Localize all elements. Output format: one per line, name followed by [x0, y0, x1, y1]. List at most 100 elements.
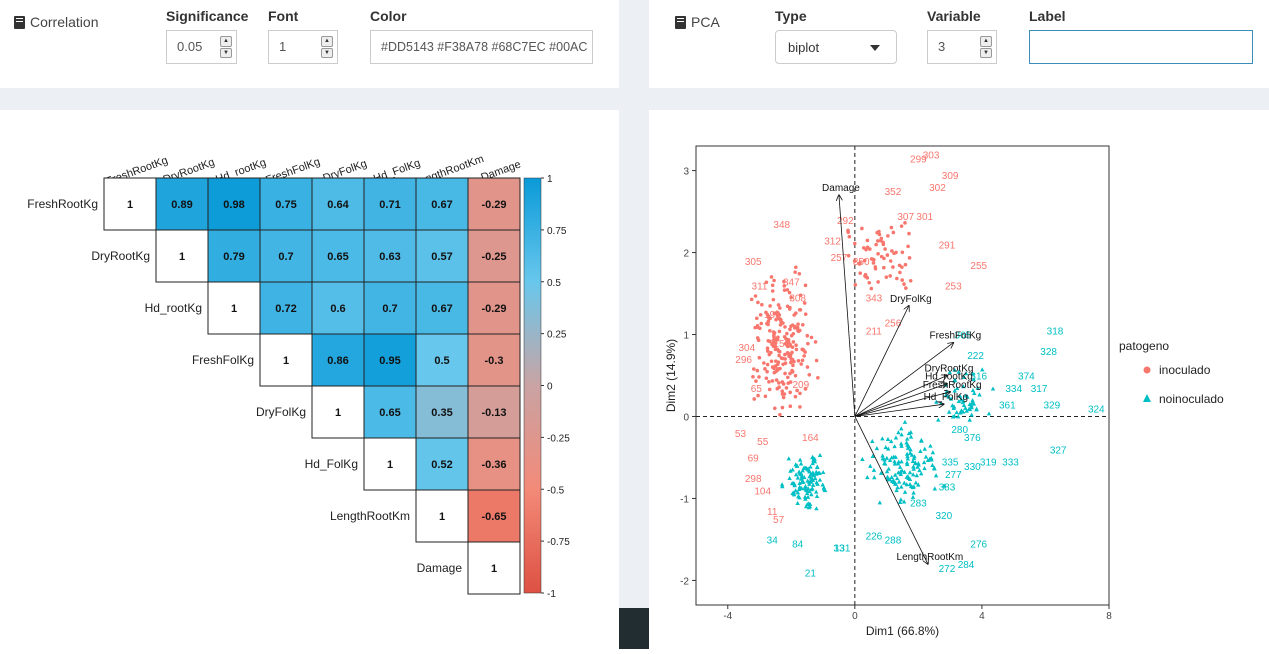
point-inoculado — [788, 390, 792, 395]
point-inoculado — [790, 323, 795, 327]
corr-cell — [467, 437, 521, 491]
point-inoculado — [900, 250, 905, 255]
color-input[interactable]: #DD5143 #F38A78 #68C7EC #00AC — [370, 30, 593, 64]
point-inoculado — [788, 327, 792, 332]
point-noinoculado — [860, 456, 865, 461]
corr-value: 1 — [231, 303, 237, 315]
point-inoculado — [847, 234, 852, 239]
point-inoculado — [788, 342, 792, 347]
point-noinoculado — [814, 469, 819, 474]
spin-up-icon[interactable]: ▲ — [220, 36, 232, 47]
point-inoculado — [802, 354, 806, 358]
point-label: 350 — [853, 257, 870, 268]
point-label: 69 — [748, 454, 760, 465]
variable-spinner[interactable]: ▲ ▼ — [980, 36, 992, 58]
variable-input[interactable]: 3 ▲ ▼ — [927, 30, 997, 64]
corr-cell — [155, 229, 209, 283]
point-noinoculado — [971, 377, 976, 382]
corr-cell — [311, 229, 365, 283]
corr-value: 0.64 — [327, 199, 349, 211]
legend-title: patogeno — [1119, 339, 1169, 353]
type-select[interactable]: biplot — [775, 30, 897, 64]
point-inoculado — [891, 230, 896, 235]
point-inoculado — [770, 289, 775, 293]
point-noinoculado — [946, 394, 951, 399]
point-noinoculado — [893, 435, 899, 440]
point-noinoculado — [963, 405, 968, 410]
corr-value: 0.35 — [431, 407, 452, 419]
point-inoculado — [755, 336, 760, 340]
label-input[interactable] — [1029, 30, 1253, 64]
font-input[interactable]: 1 ▲ ▼ — [268, 30, 338, 64]
corr-cell — [155, 177, 209, 231]
point-noinoculado — [961, 384, 966, 389]
point-inoculado — [876, 252, 880, 256]
font-spinner[interactable]: ▲ ▼ — [321, 36, 333, 58]
spin-down-icon[interactable]: ▼ — [321, 47, 333, 58]
point-label: 255 — [970, 261, 987, 272]
point-noinoculado — [802, 465, 808, 470]
loading-label: LengthRootKm — [897, 552, 964, 563]
point-noinoculado — [972, 390, 977, 395]
point-label: 34 — [767, 536, 779, 547]
point-noinoculado — [952, 377, 958, 382]
loading-arrow — [854, 392, 950, 417]
corr-cell — [363, 229, 417, 283]
legend-tick-label: 0.75 — [547, 226, 567, 237]
point-inoculado — [903, 262, 908, 267]
point-inoculado — [765, 346, 770, 351]
point-inoculado — [772, 278, 776, 283]
point-noinoculado — [786, 456, 791, 461]
point-noinoculado — [794, 463, 799, 468]
point-inoculado — [794, 343, 798, 347]
loading-label: FreshFolKg — [929, 331, 981, 342]
point-noinoculado — [884, 469, 890, 474]
point-inoculado — [874, 242, 878, 247]
spin-up-icon[interactable]: ▲ — [980, 36, 992, 47]
y-tick-label: 1 — [683, 331, 689, 342]
point-noinoculado — [870, 453, 875, 458]
point-noinoculado — [892, 444, 897, 449]
point-noinoculado — [902, 469, 907, 474]
point-label: 311 — [752, 281, 768, 292]
spin-down-icon[interactable]: ▼ — [220, 47, 232, 58]
point-noinoculado — [932, 486, 938, 491]
spin-down-icon[interactable]: ▼ — [980, 47, 992, 58]
point-inoculado — [846, 228, 850, 233]
point-noinoculado — [967, 406, 973, 412]
point-inoculado — [783, 352, 787, 357]
corr-value: 0.71 — [379, 199, 400, 211]
point-noinoculado — [934, 399, 939, 404]
spin-up-icon[interactable]: ▲ — [321, 36, 333, 47]
point-noinoculado — [814, 506, 819, 511]
point-label: 57 — [773, 515, 785, 526]
corr-value: 0.7 — [278, 251, 293, 263]
point-noinoculado — [956, 414, 961, 419]
corr-cell — [467, 229, 521, 283]
point-noinoculado — [970, 400, 975, 405]
point-noinoculado — [954, 410, 959, 415]
point-noinoculado — [810, 461, 815, 466]
loading-label: Hd_FolKg — [924, 392, 968, 403]
point-inoculado — [788, 355, 793, 359]
significance-spinner[interactable]: ▲ ▼ — [220, 36, 232, 58]
point-inoculado — [757, 355, 762, 360]
point-inoculado — [802, 301, 807, 305]
corr-value: -0.13 — [481, 407, 506, 419]
loading-arrow — [854, 416, 928, 564]
point-inoculado — [773, 406, 777, 411]
point-inoculado — [806, 341, 810, 346]
corr-cell — [207, 281, 261, 335]
point-noinoculado — [808, 472, 813, 477]
point-label: 317 — [1031, 384, 1048, 395]
significance-input[interactable]: 0.05 ▲ ▼ — [166, 30, 237, 64]
corr-value: 0.79 — [223, 251, 244, 263]
point-inoculado — [875, 239, 880, 243]
book-icon — [675, 15, 686, 29]
point-noinoculado — [986, 411, 992, 416]
point-noinoculado — [898, 471, 904, 476]
point-noinoculado — [899, 459, 904, 464]
point-noinoculado — [905, 454, 910, 459]
point-inoculado — [765, 362, 770, 367]
point-noinoculado — [804, 488, 810, 493]
